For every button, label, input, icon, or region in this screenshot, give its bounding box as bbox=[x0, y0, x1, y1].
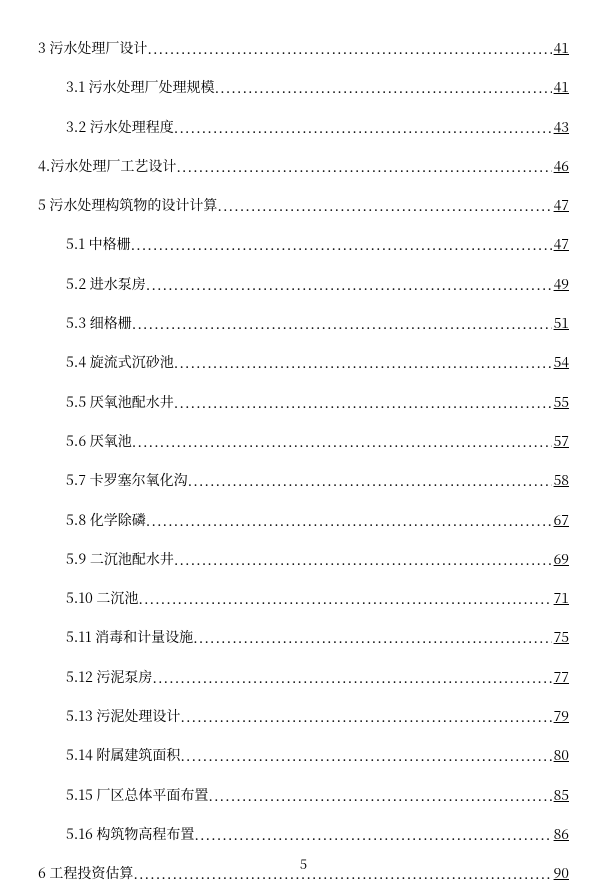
toc-entry-label: 5.5 厌氧池配水井 bbox=[66, 394, 174, 411]
toc-entry: 5.7 卡罗塞尔氧化沟 58 bbox=[38, 472, 569, 489]
toc-entry-page: 69 bbox=[552, 551, 569, 568]
toc-dot-leader bbox=[152, 670, 551, 687]
toc-entry-page: 54 bbox=[552, 354, 569, 371]
toc-entry-page: 75 bbox=[552, 629, 569, 646]
toc-entry-page: 71 bbox=[552, 590, 569, 607]
toc-entry: 5.4 旋流式沉砂池 54 bbox=[38, 354, 569, 371]
toc-entry-page: 85 bbox=[552, 787, 569, 804]
toc-dot-leader bbox=[146, 277, 552, 294]
toc-entry: 5.8 化学除磷 67 bbox=[38, 512, 569, 529]
toc-entry: 5.9 二沉池配水井 69 bbox=[38, 551, 569, 568]
toc-entry-page: 55 bbox=[552, 394, 569, 411]
toc-entry-label: 5 污水处理构筑物的设计计算 bbox=[38, 197, 217, 214]
toc-dot-leader bbox=[176, 159, 551, 176]
toc-dot-leader bbox=[188, 473, 552, 490]
toc-dot-leader bbox=[146, 513, 552, 530]
toc-entry-page: 58 bbox=[552, 472, 569, 489]
page-number: 5 bbox=[0, 854, 607, 873]
toc-entry: 5.15 厂区总体平面布置 85 bbox=[38, 787, 569, 804]
toc-entry-label: 4.污水处理厂工艺设计 bbox=[38, 158, 176, 175]
toc-dot-leader bbox=[174, 120, 552, 137]
table-of-contents: 3 污水处理厂设计 41 3.1 污水处理厂处理规模 41 3.2 污水处理程度 43 4.… bbox=[38, 40, 569, 882]
toc-entry: 3 污水处理厂设计 41 bbox=[38, 40, 569, 57]
toc-dot-leader bbox=[174, 552, 552, 569]
toc-entry-label: 5.4 旋流式沉砂池 bbox=[66, 354, 174, 371]
toc-entry-page: 47 bbox=[552, 197, 569, 214]
toc-entry-label: 5.1 中格栅 bbox=[66, 236, 131, 253]
toc-entry: 5 污水处理构筑物的设计计算 47 bbox=[38, 197, 569, 214]
document-page: 3 污水处理厂设计 41 3.1 污水处理厂处理规模 41 3.2 污水处理程度 43 4.… bbox=[0, 0, 607, 891]
toc-dot-leader bbox=[174, 355, 552, 372]
toc-dot-leader bbox=[138, 591, 551, 608]
toc-entry: 5.16 构筑物高程布置 86 bbox=[38, 826, 569, 843]
toc-entry-label: 3 污水处理厂设计 bbox=[38, 40, 147, 57]
toc-dot-leader bbox=[194, 827, 551, 844]
toc-entry-label: 5.13 污泥处理设计 bbox=[66, 708, 180, 725]
toc-dot-leader bbox=[180, 709, 551, 726]
toc-entry-label: 3.1 污水处理厂处理规模 bbox=[66, 79, 215, 96]
toc-entry-label: 5.6 厌氧池 bbox=[66, 433, 132, 450]
toc-dot-leader bbox=[217, 198, 551, 215]
toc-entry: 5.11 消毒和计量设施 75 bbox=[38, 629, 569, 646]
toc-entry-page: 41 bbox=[552, 40, 569, 57]
toc-entry-label: 5.8 化学除磷 bbox=[66, 512, 146, 529]
toc-dot-leader bbox=[132, 434, 552, 451]
toc-entry: 5.12 污泥泵房 77 bbox=[38, 669, 569, 686]
toc-entry-page: 79 bbox=[552, 708, 569, 725]
toc-dot-leader bbox=[147, 41, 551, 58]
toc-entry-label: 5.9 二沉池配水井 bbox=[66, 551, 174, 568]
toc-entry-label: 5.11 消毒和计量设施 bbox=[66, 629, 193, 646]
toc-entry-page: 80 bbox=[552, 747, 569, 764]
toc-entry: 3.1 污水处理厂处理规模 41 bbox=[38, 79, 569, 96]
toc-entry-page: 86 bbox=[552, 826, 569, 843]
toc-entry-label: 5.16 构筑物高程布置 bbox=[66, 826, 194, 843]
toc-entry-page: 67 bbox=[552, 512, 569, 529]
toc-dot-leader bbox=[180, 748, 551, 765]
toc-entry: 4.污水处理厂工艺设计 46 bbox=[38, 158, 569, 175]
toc-entry: 5.5 厌氧池配水井 55 bbox=[38, 394, 569, 411]
toc-dot-leader bbox=[208, 788, 551, 805]
toc-entry-label: 5.14 附属建筑面积 bbox=[66, 747, 180, 764]
toc-entry: 5.10 二沉池 71 bbox=[38, 590, 569, 607]
toc-entry: 5.6 厌氧池 57 bbox=[38, 433, 569, 450]
toc-entry-page: 57 bbox=[552, 433, 569, 450]
toc-entry: 5.14 附属建筑面积 80 bbox=[38, 747, 569, 764]
toc-dot-leader bbox=[174, 395, 552, 412]
toc-entry-label: 5.3 细格栅 bbox=[66, 315, 132, 332]
toc-entry-label: 5.7 卡罗塞尔氧化沟 bbox=[66, 472, 188, 489]
toc-entry-page: 41 bbox=[552, 79, 569, 96]
toc-dot-leader bbox=[193, 630, 551, 647]
toc-entry-page: 43 bbox=[552, 119, 569, 136]
toc-dot-leader bbox=[215, 80, 552, 97]
toc-dot-leader bbox=[132, 316, 552, 333]
toc-entry-label: 5.15 厂区总体平面布置 bbox=[66, 787, 208, 804]
toc-entry-label: 3.2 污水处理程度 bbox=[66, 119, 174, 136]
toc-entry-label: 5.12 污泥泵房 bbox=[66, 669, 152, 686]
toc-entry: 5.13 污泥处理设计 79 bbox=[38, 708, 569, 725]
toc-entry-label: 5.2 进水泵房 bbox=[66, 276, 146, 293]
toc-entry: 5.3 细格栅 51 bbox=[38, 315, 569, 332]
toc-entry: 3.2 污水处理程度 43 bbox=[38, 119, 569, 136]
toc-entry-label: 5.10 二沉池 bbox=[66, 590, 138, 607]
toc-entry-page: 51 bbox=[552, 315, 569, 332]
toc-entry: 5.2 进水泵房 49 bbox=[38, 276, 569, 293]
toc-dot-leader bbox=[131, 237, 552, 254]
toc-entry-page: 77 bbox=[552, 669, 569, 686]
toc-entry-page: 49 bbox=[552, 276, 569, 293]
toc-entry: 5.1 中格栅 47 bbox=[38, 236, 569, 253]
toc-entry-page: 47 bbox=[552, 236, 569, 253]
toc-entry-page: 46 bbox=[552, 158, 569, 175]
